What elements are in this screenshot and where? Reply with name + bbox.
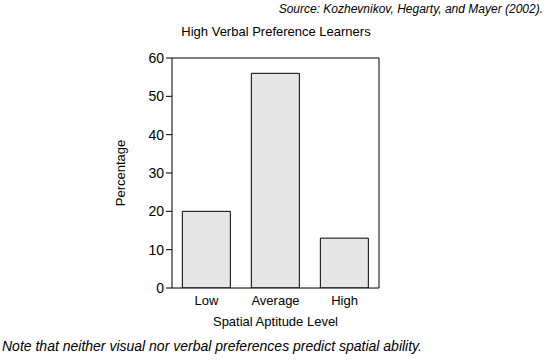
svg-text:Percentage: Percentage xyxy=(113,140,128,207)
svg-text:Average: Average xyxy=(251,293,299,308)
svg-text:50: 50 xyxy=(148,88,164,104)
html-text:High Verbal Preference Learner: High Verbal Preference Learners xyxy=(181,24,371,39)
svg-text:0: 0 xyxy=(156,280,164,296)
html-text:Note that neither visual nor v: Note that neither visual nor verbal pref… xyxy=(2,338,422,354)
svg-text:Spatial Aptitude Level: Spatial Aptitude Level xyxy=(213,314,338,329)
svg-text:60: 60 xyxy=(148,50,164,66)
svg-text:20: 20 xyxy=(148,203,164,219)
svg-text:Low: Low xyxy=(195,293,219,308)
svg-text:30: 30 xyxy=(148,165,164,181)
svg-text:High: High xyxy=(331,293,358,308)
svg-text:10: 10 xyxy=(148,242,164,258)
html-text:Source: Kozhevnikov, Hegarty,: Source: Kozhevnikov, Hegarty, and Mayer … xyxy=(278,2,543,16)
svg-text:40: 40 xyxy=(148,127,164,143)
